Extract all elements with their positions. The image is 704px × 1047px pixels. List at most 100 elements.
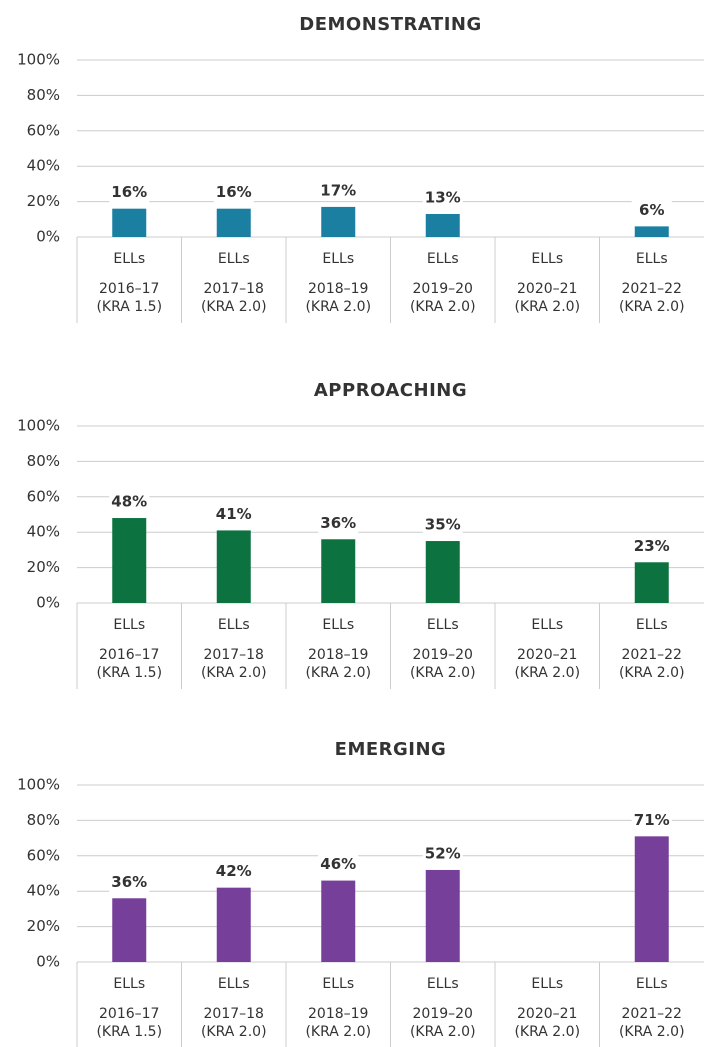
x-tick-label: (KRA 2.0) xyxy=(410,1024,476,1040)
y-tick-label: 20% xyxy=(27,558,60,576)
x-tick-label: ELLs xyxy=(531,617,563,633)
value-label-bg xyxy=(631,200,672,221)
value-label: 6% xyxy=(639,201,664,219)
x-tick-label: 2019–20 xyxy=(413,281,473,297)
value-label: 41% xyxy=(216,505,252,523)
x-tick-label: (KRA 2.0) xyxy=(514,665,580,681)
x-tick-label: 2018–19 xyxy=(308,281,368,297)
x-tick-label: (KRA 2.0) xyxy=(514,299,580,315)
x-tick-label: (KRA 2.0) xyxy=(305,299,371,315)
bar xyxy=(321,880,356,962)
x-tick-label: 2017–18 xyxy=(204,647,264,663)
x-tick-label: 2018–19 xyxy=(308,1006,368,1022)
y-tick-label: 40% xyxy=(27,882,60,900)
bar xyxy=(425,541,460,603)
value-label-bg xyxy=(318,180,359,201)
x-tick-label: (KRA 2.0) xyxy=(201,1024,267,1040)
x-tick-label: 2017–18 xyxy=(204,1006,264,1022)
value-label-bg xyxy=(422,515,463,536)
value-label-bg xyxy=(213,861,254,882)
y-tick-label: 0% xyxy=(36,594,60,612)
bar xyxy=(634,836,669,962)
x-tick-label: (KRA 2.0) xyxy=(305,665,371,681)
y-tick-label: 60% xyxy=(27,121,60,139)
value-label-bg xyxy=(422,843,463,864)
value-label-bg xyxy=(318,513,359,534)
x-tick-label: 2017–18 xyxy=(204,281,264,297)
x-tick-label: 2018–19 xyxy=(308,647,368,663)
x-tick-label: 2020–21 xyxy=(517,1006,577,1022)
value-label-bg xyxy=(109,872,150,893)
bar xyxy=(321,539,356,603)
y-tick-label: 80% xyxy=(27,452,60,470)
bar xyxy=(216,887,251,962)
value-label-bg xyxy=(213,504,254,525)
bar xyxy=(216,208,251,237)
y-tick-label: 40% xyxy=(27,523,60,541)
y-tick-label: 100% xyxy=(17,776,60,794)
value-label: 52% xyxy=(425,844,461,862)
x-tick-label: ELLs xyxy=(427,251,459,267)
value-label: 71% xyxy=(634,811,670,829)
bar xyxy=(425,213,460,237)
x-tick-label: (KRA 2.0) xyxy=(201,665,267,681)
y-tick-label: 20% xyxy=(27,192,60,210)
x-tick-label: ELLs xyxy=(218,976,250,992)
x-tick-label: ELLs xyxy=(531,976,563,992)
bar xyxy=(321,206,356,237)
value-label: 35% xyxy=(425,516,461,534)
x-tick-label: 2021–22 xyxy=(622,1006,682,1022)
value-label: 23% xyxy=(634,537,670,555)
x-tick-label: (KRA 1.5) xyxy=(96,1024,162,1040)
value-label-bg xyxy=(318,854,359,875)
y-tick-label: 60% xyxy=(27,846,60,864)
x-tick-label: (KRA 2.0) xyxy=(619,299,685,315)
x-tick-label: 2020–21 xyxy=(517,281,577,297)
value-label-bg xyxy=(631,810,672,831)
x-tick-label: ELLs xyxy=(531,251,563,267)
x-tick-label: 2019–20 xyxy=(413,647,473,663)
bar xyxy=(634,226,669,237)
x-tick-label: ELLs xyxy=(322,617,354,633)
x-tick-label: (KRA 2.0) xyxy=(619,665,685,681)
y-tick-label: 60% xyxy=(27,487,60,505)
bar xyxy=(634,562,669,603)
y-tick-label: 20% xyxy=(27,917,60,935)
x-tick-label: ELLs xyxy=(113,251,145,267)
x-tick-label: ELLs xyxy=(322,251,354,267)
x-tick-label: (KRA 2.0) xyxy=(410,299,476,315)
value-label: 16% xyxy=(111,183,147,201)
bar xyxy=(425,869,460,962)
x-tick-label: (KRA 2.0) xyxy=(410,665,476,681)
bar xyxy=(216,530,251,603)
x-tick-label: ELLs xyxy=(218,617,250,633)
value-label: 13% xyxy=(425,188,461,206)
y-tick-label: 0% xyxy=(36,228,60,246)
bar xyxy=(112,208,147,237)
value-label: 42% xyxy=(216,862,252,880)
x-tick-label: ELLs xyxy=(113,617,145,633)
value-label: 36% xyxy=(320,514,356,532)
y-tick-label: 80% xyxy=(27,811,60,829)
value-label-bg xyxy=(213,182,254,203)
x-tick-label: 2021–22 xyxy=(622,647,682,663)
x-tick-label: ELLs xyxy=(322,976,354,992)
x-tick-label: (KRA 2.0) xyxy=(619,1024,685,1040)
value-label: 36% xyxy=(111,873,147,891)
value-label: 46% xyxy=(320,855,356,873)
x-tick-label: (KRA 1.5) xyxy=(96,299,162,315)
y-tick-label: 100% xyxy=(17,51,60,69)
value-label: 48% xyxy=(111,493,147,511)
x-tick-label: 2021–22 xyxy=(622,281,682,297)
value-label: 16% xyxy=(216,183,252,201)
chart-title: DEMONSTRATING xyxy=(299,14,481,35)
bar xyxy=(112,518,147,603)
x-tick-label: 2019–20 xyxy=(413,1006,473,1022)
y-tick-label: 80% xyxy=(27,86,60,104)
y-tick-label: 0% xyxy=(36,953,60,971)
y-tick-label: 40% xyxy=(27,157,60,175)
y-tick-label: 100% xyxy=(17,417,60,435)
x-tick-label: 2016–17 xyxy=(99,647,159,663)
x-tick-label: ELLs xyxy=(218,251,250,267)
